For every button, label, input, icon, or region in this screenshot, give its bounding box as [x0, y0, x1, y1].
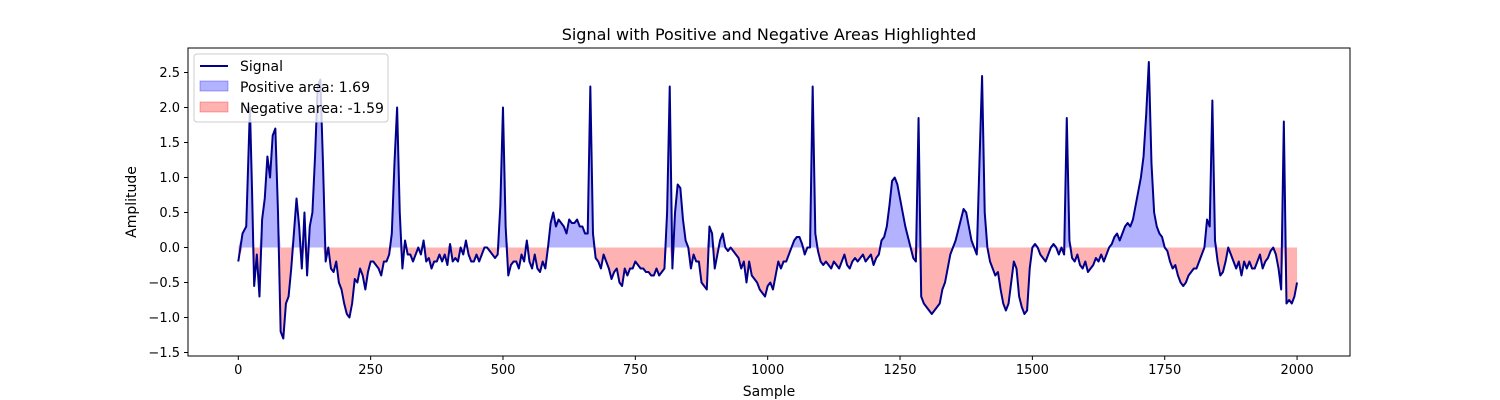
x-tick-label: 500: [491, 363, 516, 378]
y-tick-label: −1.5: [148, 346, 180, 361]
x-tick-label: 1000: [751, 363, 784, 378]
y-axis-label: Amplitude: [124, 166, 140, 238]
axes-frame: [187, 47, 1351, 357]
legend: Signal Positive area: 1.69 Negative area…: [193, 53, 389, 123]
negative-area-fill: [238, 247, 1298, 339]
y-tick-label: 2.0: [159, 101, 180, 116]
chart-title: Signal with Positive and Negative Areas …: [562, 25, 977, 44]
y-tick-label: 1.0: [159, 171, 180, 186]
signal-line: [237, 61, 1299, 340]
x-tick-label: 250: [358, 363, 383, 378]
legend-negative-swatch: [199, 101, 229, 113]
legend-negative-label: Negative area: -1.59: [240, 101, 384, 117]
legend-signal-label: Signal: [240, 59, 283, 75]
x-tick-label: 1750: [1148, 363, 1181, 378]
y-tick-label: −0.5: [148, 276, 180, 291]
x-tick-label: 2000: [1281, 363, 1314, 378]
x-tick-label: 750: [623, 363, 648, 378]
axes: 0 250 500 750 1000 1250 1500 1750 2000 −1.5 −1.0 −0…: [148, 66, 1313, 378]
x-tick-label: 1500: [1016, 363, 1049, 378]
legend-positive-swatch: [199, 80, 229, 92]
legend-box: [193, 53, 389, 123]
positive-area-fill: [238, 62, 1298, 248]
legend-positive-label: Positive area: 1.69: [240, 80, 370, 96]
x-tick-label: 0: [234, 363, 242, 378]
y-tick-label: −1.0: [148, 311, 180, 326]
plot-area: [237, 61, 1299, 340]
x-tick-label: 1250: [883, 363, 916, 378]
x-axis-label: Sample: [743, 384, 796, 400]
y-tick-label: 0.5: [159, 206, 180, 221]
y-tick-label: 0.0: [159, 241, 180, 256]
y-tick-label: 1.5: [159, 136, 180, 151]
y-tick-label: 2.5: [159, 66, 180, 81]
